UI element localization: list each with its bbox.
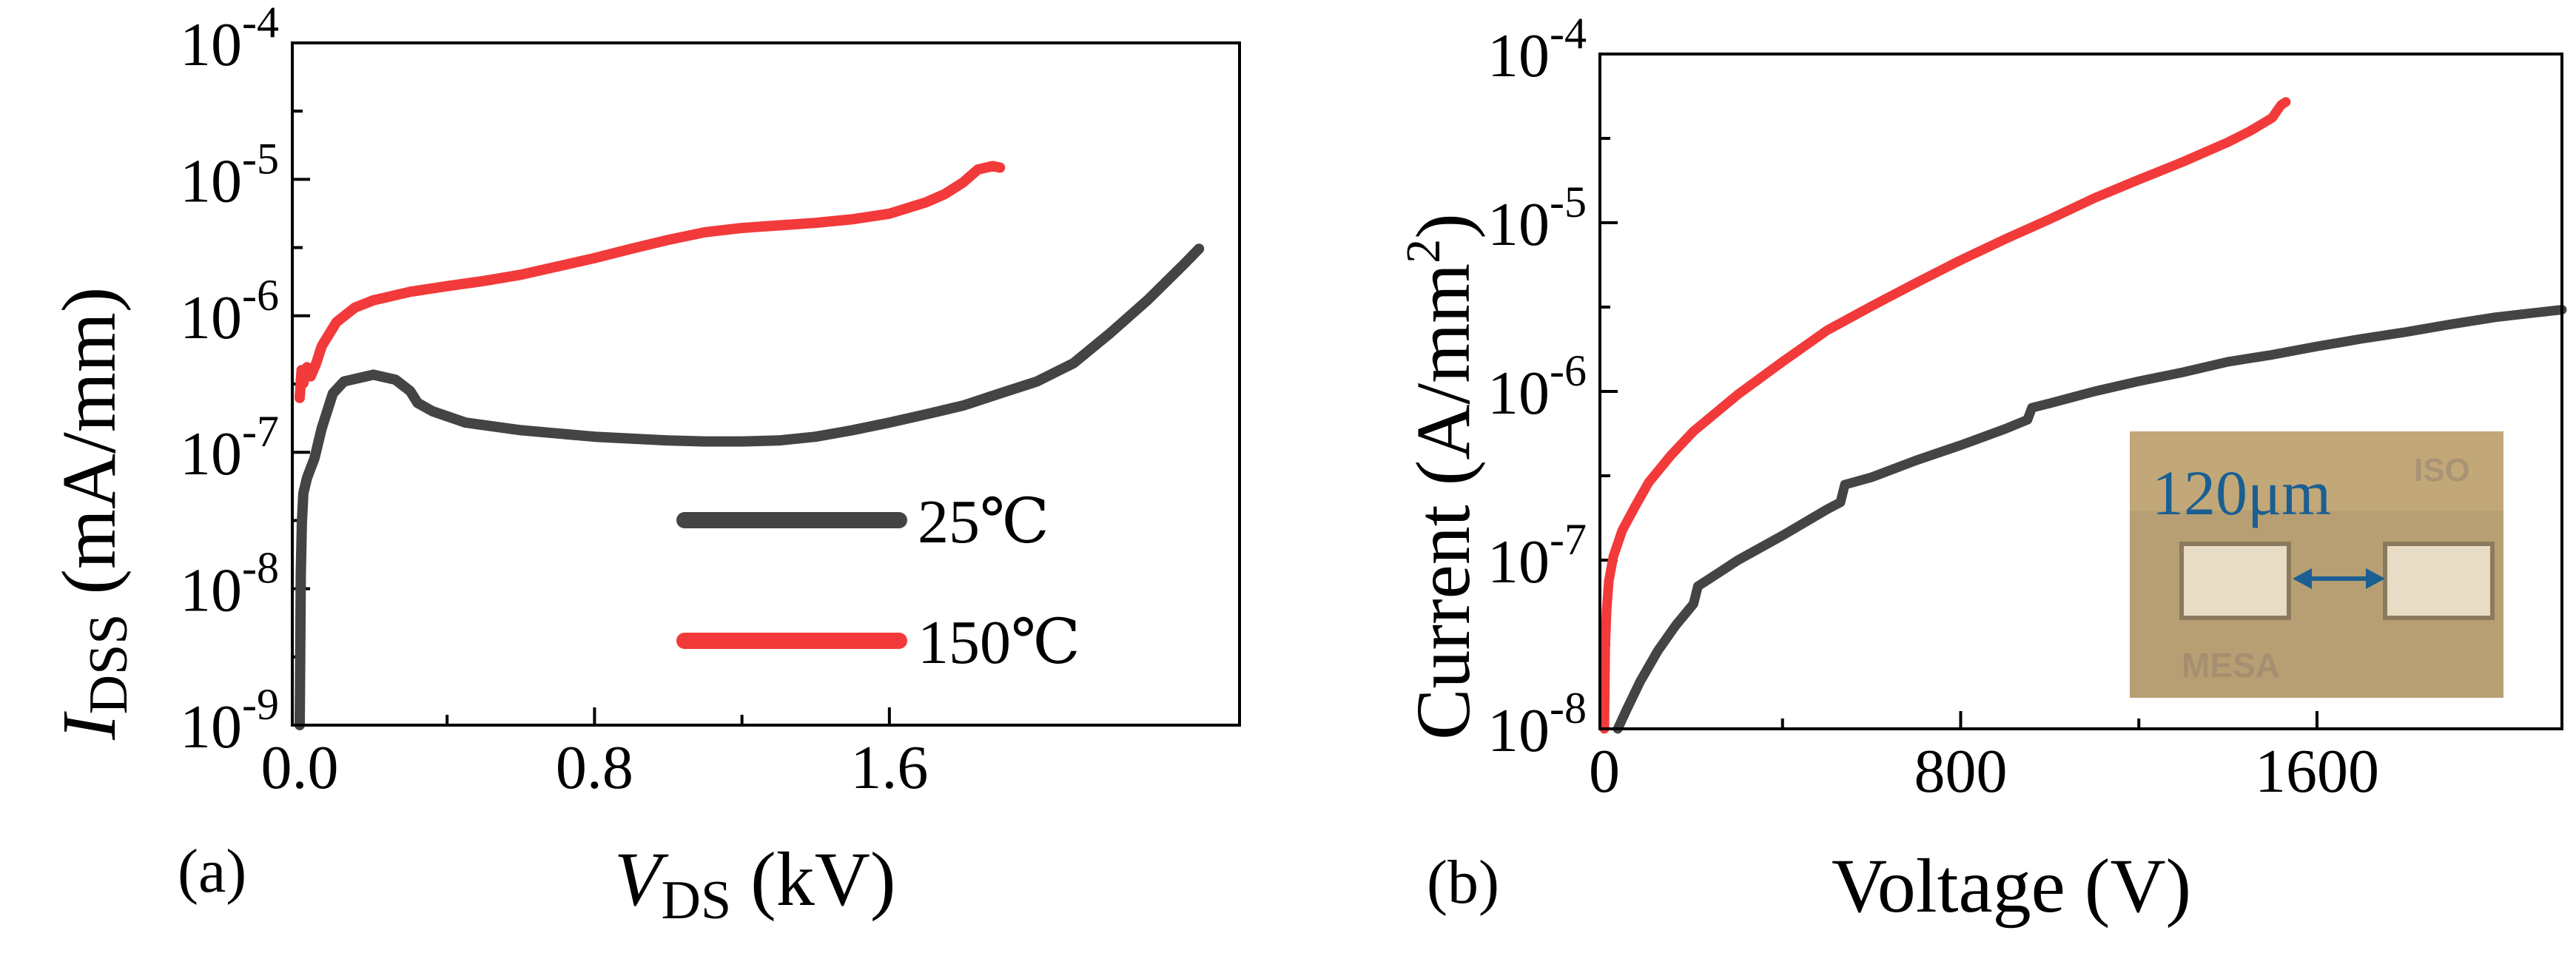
legend-label-25c: 25℃ <box>918 488 1049 556</box>
panel-label-a: (a) <box>178 837 246 906</box>
x-tick-label: 1600 <box>2255 737 2379 806</box>
legend-a: 25℃ 150℃ <box>676 488 1080 677</box>
y-tick-label: 10-7 <box>1487 515 1587 596</box>
y-tick-label: 10-9 <box>180 680 279 761</box>
plot-frame-b <box>1598 53 2563 730</box>
y-axis-label-b: Current (A/mm2) <box>1396 213 1486 740</box>
series-line-dark <box>1612 305 2567 734</box>
inset-dimension-label: 120μm <box>2152 457 2331 528</box>
x-tick-label: 0.0 <box>260 733 338 802</box>
plot-frame-a <box>291 41 1241 727</box>
y-tick-label: 10-5 <box>180 134 279 215</box>
inset-region-mesa: MESA <box>2182 646 2280 684</box>
inset-arrowhead-right <box>2366 568 2385 589</box>
y-tick-label: 10-8 <box>180 544 279 625</box>
series-line-dark <box>295 243 1205 730</box>
series-line-red <box>295 161 1006 403</box>
inset-micrograph: 120μm ISO MESA <box>2130 431 2503 698</box>
inset-pad-right <box>2383 542 2495 620</box>
x-tick-label: 0 <box>1589 737 1620 806</box>
y-tick-label: 10-6 <box>1487 346 1587 428</box>
x-tick-label: 800 <box>1914 737 2008 806</box>
x-axis-label-a: VDS (kV) <box>614 837 896 931</box>
y-tick-label: 10-4 <box>180 0 279 79</box>
y-axis-label-a: IDSS (mA/mm) <box>47 287 139 741</box>
inset-pad-left <box>2179 542 2291 620</box>
panel-a-chart: 10-9 10-8 10-7 10-6 10-5 10-4 0.0 0.8 1.6 25℃ 1… <box>47 0 1241 931</box>
series-line-red <box>1599 97 2291 734</box>
panel-label-b: (b) <box>1427 848 1499 917</box>
panel-b-chart: 10-8 10-7 10-6 10-5 10-4 0 800 1600 120μm ISO … <box>1396 9 2567 929</box>
y-tick-label: 10-7 <box>180 407 279 488</box>
x-tick-label: 0.8 <box>556 733 633 802</box>
x-axis-label-b: Voltage (V) <box>1832 844 2191 929</box>
legend-label-150c: 150℃ <box>918 608 1080 677</box>
y-tick-label: 10-4 <box>1487 9 1587 90</box>
inset-region-iso: ISO <box>2414 452 2470 488</box>
y-tick-label: 10-6 <box>180 271 279 352</box>
inset-arrowhead-left <box>2293 568 2312 589</box>
y-tick-label: 10-5 <box>1487 178 1587 259</box>
y-tick-label: 10-8 <box>1487 684 1587 765</box>
x-tick-label: 1.6 <box>850 733 928 802</box>
